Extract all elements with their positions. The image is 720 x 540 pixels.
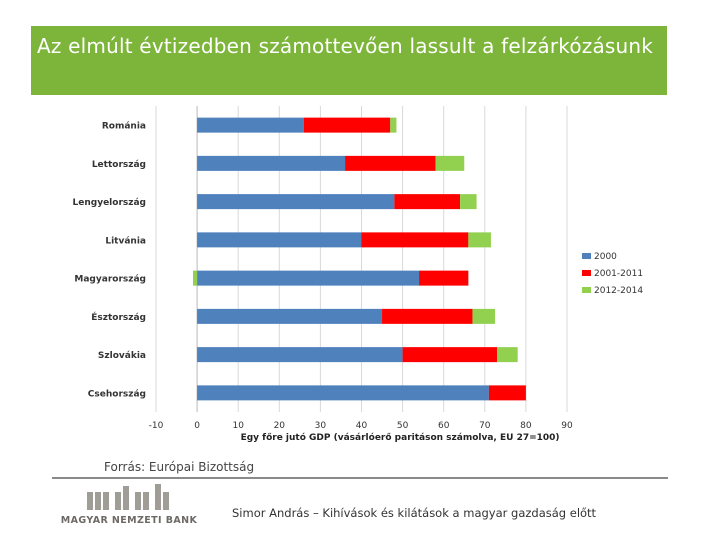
bar-2000	[197, 270, 420, 286]
x-tick-label: 80	[520, 421, 532, 431]
bar-2000	[197, 347, 403, 363]
title-bar: Az elmúlt évtizedben számottevően lassul…	[31, 26, 667, 95]
legend-label: 2001-2011	[594, 269, 643, 279]
x-tick-label: 10	[232, 421, 244, 431]
bar-2012-2014	[497, 347, 518, 363]
chart-frame: -10 0 10 20 30 40 50 60 70 80 90 Egy főre jutó GDP …	[70, 100, 654, 454]
bar-2001-2011	[345, 155, 436, 171]
mnb-logo: MAGYAR NEMZETI BANK	[54, 482, 204, 530]
slide-title: Az elmúlt évtizedben számottevően lassul…	[37, 34, 654, 58]
bar-2000	[197, 194, 395, 210]
footer-text: Simor András – Kihívások és kilátások a …	[232, 506, 597, 520]
legend-swatch	[582, 287, 591, 293]
logo-bars-icon	[87, 484, 173, 510]
legend-swatch	[582, 253, 591, 259]
footer-divider	[52, 477, 668, 479]
x-tick-label: -10	[149, 421, 164, 431]
x-tick-label: 20	[274, 421, 286, 431]
bar-2001-2011	[303, 117, 391, 133]
category-label: Lengyelország	[73, 198, 146, 208]
legend-label: 2012-2014	[594, 286, 643, 296]
bar-2012-2014	[468, 232, 491, 248]
bar-2001-2011	[394, 194, 461, 210]
bar-2000	[197, 232, 362, 248]
x-tick-label: 0	[194, 421, 200, 431]
bar-2001-2011	[361, 232, 469, 248]
x-tick-label: 60	[438, 421, 450, 431]
category-label: Románia	[102, 122, 146, 132]
bar-2012-2014	[435, 155, 465, 171]
bar-2001-2011	[402, 347, 498, 363]
bar-2000	[197, 117, 304, 133]
category-label: Magyarország	[74, 275, 146, 285]
x-tick-label: 50	[397, 421, 409, 431]
category-label: Szlovákia	[98, 351, 146, 361]
legend-label: 2000	[594, 252, 617, 262]
bar-2000	[197, 308, 383, 324]
x-tick-label: 30	[315, 421, 327, 431]
bar-2012-2014	[472, 308, 496, 324]
bar-2001-2011	[488, 385, 526, 401]
bar-2001-2011	[382, 308, 473, 324]
source-note: Forrás: Európai Bizottság	[104, 460, 255, 474]
category-label: Észtország	[91, 311, 146, 323]
category-label: Lettország	[92, 160, 146, 170]
x-tick-label: 40	[356, 421, 368, 431]
bar-2012-2014	[390, 117, 397, 133]
bar-2000	[197, 385, 489, 401]
category-label: Litvánia	[105, 236, 146, 246]
category-label: Csehország	[88, 389, 146, 399]
logo-text: MAGYAR NEMZETI BANK	[60, 515, 198, 526]
bar-2000	[197, 155, 346, 171]
bar-2012-2014	[460, 194, 477, 210]
bar-2001-2011	[419, 270, 469, 286]
x-tick-label: 90	[561, 421, 573, 431]
x-tick-label: 70	[479, 421, 491, 431]
x-axis-title: Egy főre jutó GDP (vásárlóerő paritáson …	[241, 432, 560, 443]
legend-swatch	[582, 270, 591, 276]
bar-2012-2014	[192, 270, 198, 286]
